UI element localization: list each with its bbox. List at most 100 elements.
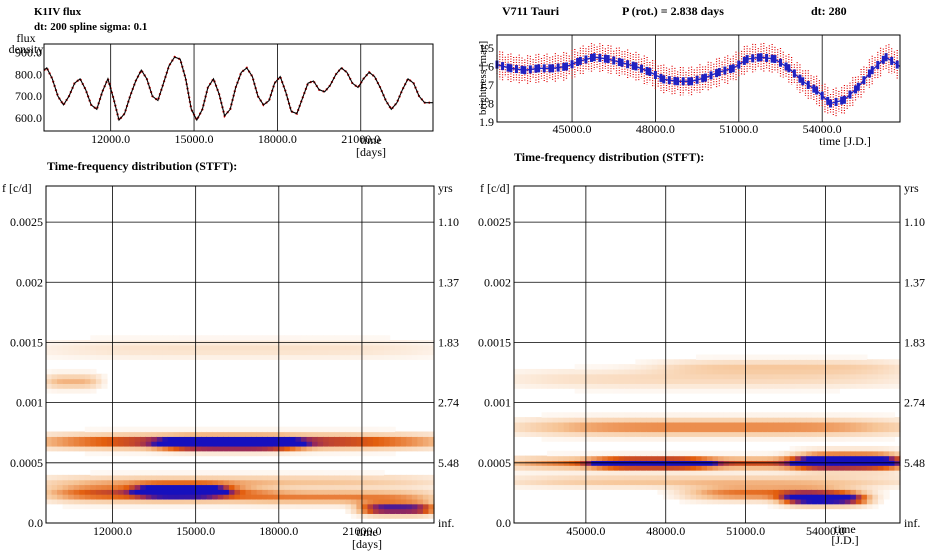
left-stft-heat-cell [300, 474, 308, 481]
left-stft-heat-cell [267, 426, 274, 433]
right-stft-heat-cell [811, 368, 818, 375]
right-stft-heat-cell [536, 368, 543, 375]
right-stft-heat-cell [767, 368, 774, 375]
left-stft-heat-cell [356, 431, 363, 437]
left-stft-heat-cell [184, 474, 191, 481]
right-stft-heat-cell [673, 417, 681, 423]
right-stft-heat-cell [629, 455, 636, 462]
left-stft-heat-cell [378, 426, 385, 433]
right-stft-heat-cell [855, 359, 862, 365]
left-stft-heat-cell [300, 335, 308, 341]
right-stft-heat-cell [613, 364, 620, 370]
left-stft-heat-cell [79, 489, 86, 495]
right-stft-heat-cell [646, 455, 653, 462]
right-stft-heat-cell [657, 474, 664, 481]
left-stft-heat-cell [162, 349, 169, 356]
right-stft-heat-cell [806, 450, 813, 457]
right-stft-heat-cell [640, 479, 647, 486]
left-top-x-tick-label: 21000.0 [341, 132, 380, 146]
right-stft-heat-cell [745, 373, 752, 380]
right-stft-heat-cell [839, 445, 846, 452]
left-stft-heat-cell [251, 474, 258, 481]
left-stft-heat-cell [79, 349, 86, 356]
right-stft-heat-cell [751, 484, 758, 490]
right-stft-heat-cell [718, 494, 725, 500]
left-stft-heat-cell [267, 431, 274, 437]
right-stft-heat-cell [800, 470, 807, 476]
right-stft-heat-cell [817, 388, 824, 394]
left-stft-heat-cell [223, 470, 230, 476]
right-stft-heat-cell [618, 412, 625, 418]
left-stft-heat-cell [284, 344, 291, 351]
left-stft-heat-cell [389, 445, 396, 452]
left-stft-heat-cell [145, 498, 152, 505]
left-stft-heat-cell [123, 470, 130, 476]
right-stft-heat-cell [629, 436, 636, 442]
left-stft-heat-cell [212, 494, 219, 500]
left-stft-heat-cell [101, 489, 108, 495]
left-stft-heat-cell [84, 431, 91, 437]
right-stft-heat-cell [729, 474, 736, 481]
right-stft-heat-cell [850, 368, 857, 375]
left-stft-heat-cell [417, 513, 424, 519]
right-stft-heat-cell [718, 436, 725, 442]
right-stft-heat-cell [718, 455, 725, 462]
right-stft-heat-cell [618, 450, 625, 457]
left-stft-heat-cell [378, 513, 385, 519]
right-stft-heat-cell [701, 412, 708, 418]
right-stft-heat-cell [585, 470, 592, 476]
left-stft-heat-cell [262, 450, 269, 457]
left-stft-heat-cell [384, 426, 391, 433]
left-stft-heat-cell [84, 503, 91, 510]
right-stft-heat-cell [552, 373, 559, 380]
right-stft-heat-cell [800, 364, 807, 370]
left-stft-heat-cell [289, 503, 297, 510]
left-stft-heat-cell [73, 349, 80, 356]
right-stft-heat-cell [646, 479, 653, 486]
left-stft-heat-cell [123, 474, 130, 481]
right-stft-heat-cell [707, 412, 714, 418]
left-stft-heat-cell [101, 494, 108, 500]
left-stft-heat-cell [79, 354, 86, 360]
right-stft-heat-cell [712, 359, 719, 365]
right-stft-heat-cell [806, 498, 813, 505]
right-stft-heat-cell [729, 479, 736, 486]
left-stft-heat-cell [245, 470, 252, 476]
left-stft-heat-cell [223, 484, 230, 490]
left-stft-heat-cell [145, 479, 152, 486]
right-stft-heat-cell [718, 421, 725, 428]
left-stft-heat-cell [240, 498, 247, 505]
left-stft-heat-cell [195, 479, 202, 486]
right-stft-heat-cell [872, 417, 879, 423]
left-stft-heat-cell [312, 498, 319, 505]
left-stft-heat-cell [240, 354, 247, 360]
right-stft-heat-cell [679, 436, 686, 442]
right-stft-heat-cell [618, 479, 625, 486]
left-stft-heat-cell [223, 489, 230, 495]
left-stft-heat-cell [328, 354, 335, 360]
right-stft-heat-cell [800, 426, 807, 433]
left-stft-heat-cell [51, 373, 58, 380]
right-stft-heat-cell [806, 378, 813, 384]
left-stft-heat-cell [201, 445, 208, 452]
right-stft-heat-cell [712, 455, 719, 462]
left-stft-heat-cell [46, 373, 53, 380]
right-stft-heat-cell [850, 445, 857, 452]
left-stft-heat-cell [190, 498, 197, 505]
left-stft-heat-cell [118, 354, 125, 360]
right-stft-heat-cell [712, 388, 719, 394]
right-stft-heat-cell [651, 431, 658, 437]
right-stft-heat-cell [866, 474, 874, 481]
right-stft-heat-cell [651, 359, 658, 365]
right-stft-heat-cell [640, 383, 647, 389]
right-stft-heat-cell [839, 503, 846, 510]
left-stft-heat-cell [46, 441, 53, 447]
right-stft-heat-cell [784, 436, 791, 442]
right-stft-heat-cell [756, 479, 763, 486]
right-stft-heat-cell [673, 368, 681, 375]
right-stft-heat-cell [877, 383, 885, 389]
left-stft-heat-cell [251, 436, 258, 442]
right-stft-heat-cell [613, 378, 620, 384]
right-stft-heat-cell [547, 368, 554, 375]
right-stft-heat-cell [789, 489, 796, 495]
